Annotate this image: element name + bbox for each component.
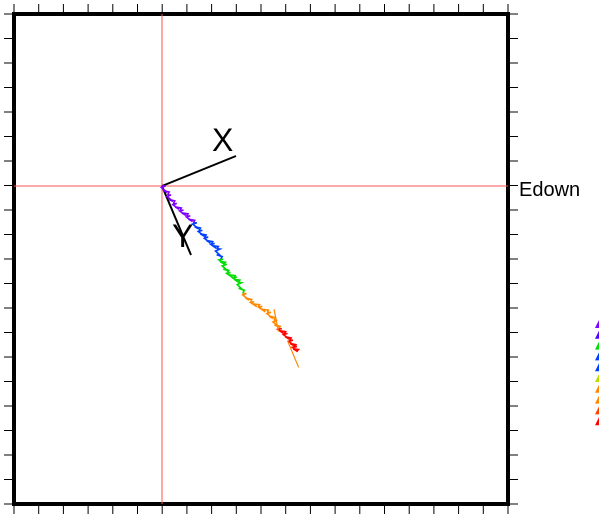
trajectory-segment: [220, 263, 231, 274]
legend-marker: [595, 384, 599, 393]
tick-marks: [4, 4, 518, 514]
color-legend: [595, 320, 599, 426]
trajectory-segment: [191, 222, 202, 232]
trajectory-spur: [273, 309, 280, 332]
legend-marker: [595, 374, 599, 382]
legend-marker: [595, 417, 599, 426]
trajectory-segment: [184, 215, 196, 224]
x-axis-line: [161, 155, 237, 187]
trajectory-segment: [241, 292, 253, 303]
trajectory-segment: [286, 339, 298, 348]
trajectory-segment: [271, 319, 282, 330]
trajectory-segment: [275, 327, 287, 335]
trajectory-segment: [235, 281, 246, 294]
trajectory-segment: [171, 202, 183, 211]
edown-label: Edown: [519, 179, 580, 201]
trajectory-segment: [165, 194, 176, 205]
trajectory-track: [159, 185, 301, 353]
trajectory-segment: [281, 332, 293, 341]
trajectory-segment: [202, 236, 214, 245]
trajectory-segment: [214, 247, 224, 261]
legend-marker: [595, 352, 599, 361]
trajectory-segment: [256, 305, 270, 313]
trajectory-segment: [159, 185, 171, 196]
x-axis-label: X: [212, 122, 233, 158]
legend-marker: [595, 320, 599, 328]
legend-marker: [595, 395, 599, 404]
trajectory-segment: [177, 209, 190, 217]
y-axis-line: [161, 185, 192, 256]
y-axis-label: Y: [172, 218, 193, 254]
trajectory-segment: [290, 345, 301, 353]
trajectory-segment: [196, 229, 208, 238]
trajectory-segment: [230, 276, 242, 283]
trajectory-segment: [208, 242, 220, 250]
trajectory-spurs: [273, 309, 300, 368]
legend-marker: [595, 341, 599, 350]
plot-frame: [12, 12, 510, 506]
legend-marker: [595, 363, 599, 372]
trajectory-spur: [286, 340, 300, 368]
legend-marker: [595, 330, 599, 339]
trajectory-segment: [265, 311, 277, 321]
trajectory-segment: [248, 300, 261, 308]
legend-marker: [595, 406, 599, 415]
